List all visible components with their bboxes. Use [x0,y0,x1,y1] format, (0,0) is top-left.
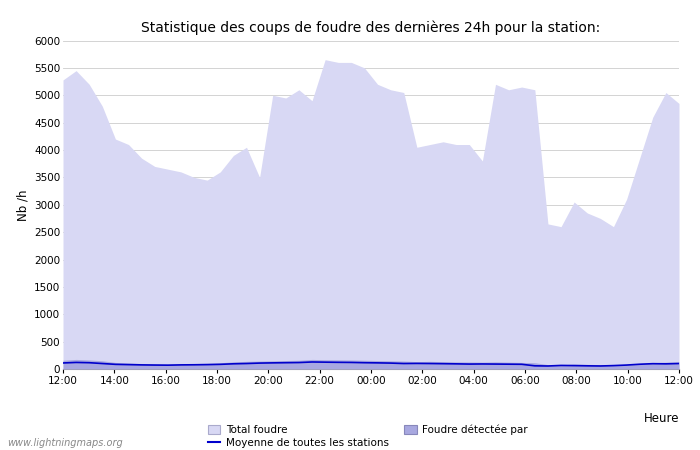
Title: Statistique des coups de foudre des dernières 24h pour la station:: Statistique des coups de foudre des dern… [141,21,601,35]
Text: Heure: Heure [643,412,679,425]
Text: www.lightningmaps.org: www.lightningmaps.org [7,438,122,448]
Y-axis label: Nb /h: Nb /h [17,189,30,220]
Legend: Total foudre, Moyenne de toutes les stations, Foudre détectée par: Total foudre, Moyenne de toutes les stat… [204,420,532,450]
